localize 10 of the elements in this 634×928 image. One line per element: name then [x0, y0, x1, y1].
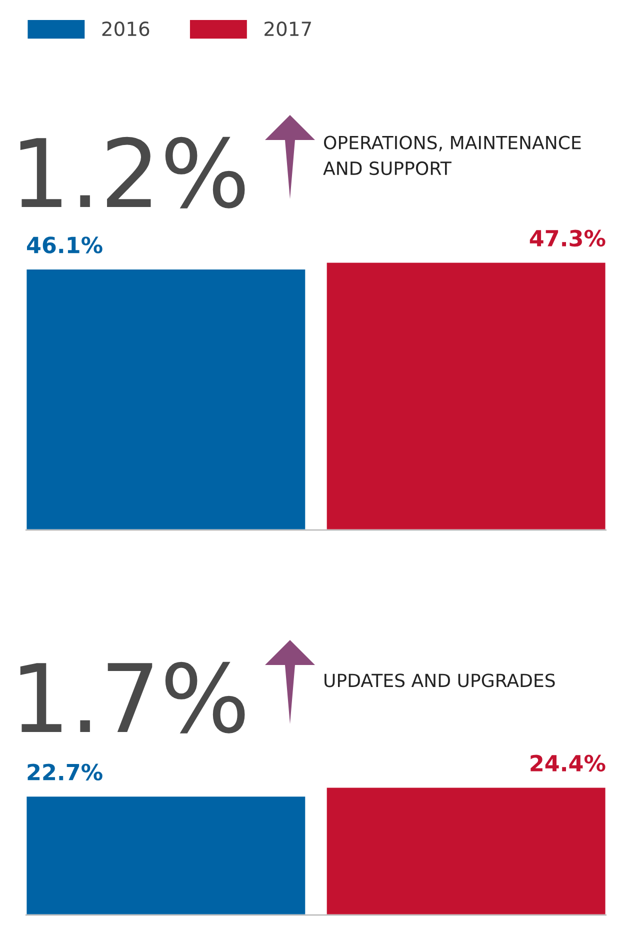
chart-title: OPERATIONS, MAINTENANCE AND SUPPORT [323, 136, 581, 176]
data-label: 47.3% [530, 230, 606, 247]
data-label: 24.4% [530, 754, 606, 772]
legend-label: 2016 [102, 21, 150, 36]
data-label: 22.7% [28, 764, 102, 780]
data-label: 46.1% [27, 236, 102, 254]
text: 1.7% [20, 662, 245, 734]
text: 1.2% [20, 136, 245, 208]
legend-label: 2017 [264, 21, 311, 36]
chart-title: UPDATES AND UPGRADES [324, 674, 555, 688]
